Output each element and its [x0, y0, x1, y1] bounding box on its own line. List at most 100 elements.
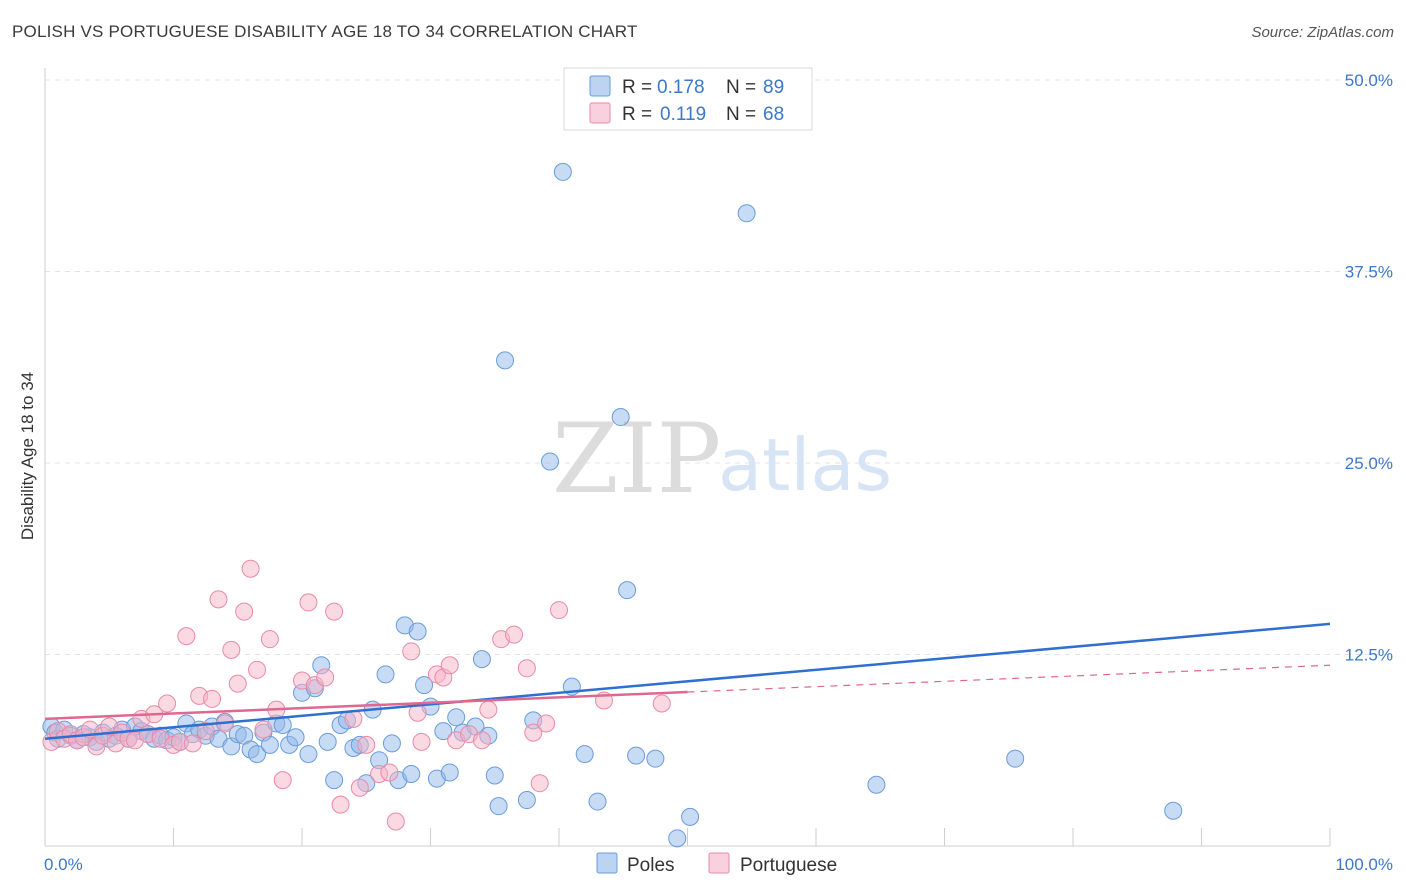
correlation-legend: R = 0.178 N = 89 R = 0.119 N = 68	[563, 67, 813, 131]
legend-r-label-poles: R =	[622, 77, 652, 98]
data-points	[42, 162, 1183, 848]
legend-swatch-poles	[589, 75, 611, 97]
legend-n-label-poles: N =	[726, 77, 756, 98]
point-poles-70	[489, 797, 508, 816]
point-poles-41	[299, 745, 318, 764]
y-tick-label-3: 50.0%	[1345, 71, 1393, 90]
point-portuguese-40	[316, 668, 335, 687]
trend-line-portuguese-extension	[687, 664, 1331, 693]
trend-line-portuguese	[44, 690, 688, 721]
point-portuguese-42	[331, 795, 350, 814]
point-poles-78	[588, 792, 607, 811]
legend-n-value-poles: 89	[763, 77, 784, 98]
point-portuguese-24	[196, 722, 215, 741]
point-poles-62	[434, 722, 453, 741]
point-portuguese-67	[652, 694, 671, 713]
point-portuguese-61	[517, 659, 536, 678]
point-poles-88	[1164, 801, 1183, 820]
x-tick-label-max: 100.0%	[1335, 855, 1393, 874]
point-poles-86	[867, 775, 886, 794]
point-poles-69	[485, 766, 504, 785]
point-poles-39	[286, 728, 305, 747]
point-poles-44	[318, 732, 337, 751]
point-portuguese-63	[530, 774, 549, 793]
legend-swatch-portuguese	[589, 102, 611, 124]
bottom-legend-label-poles: Poles	[627, 855, 675, 876]
y-tick-labels: 12.5% 25.0% 37.5% 50.0%	[1345, 71, 1393, 665]
point-portuguese-47	[380, 763, 399, 782]
point-portuguese-54	[440, 656, 459, 675]
legend-r-value-poles: 0.178	[657, 77, 705, 98]
point-poles-53	[376, 665, 395, 684]
x-tick-marks	[44, 828, 1331, 846]
point-poles-67	[472, 650, 491, 669]
point-poles-63	[440, 763, 459, 782]
point-poles-80	[618, 581, 637, 600]
source-label: Source: ZipAtlas.com	[1251, 24, 1394, 41]
point-poles-57	[402, 764, 421, 783]
point-portuguese-64	[537, 714, 556, 733]
watermark-zip: ZIP	[552, 403, 721, 515]
point-poles-35	[260, 735, 279, 754]
point-poles-54	[382, 734, 401, 753]
point-poles-64	[447, 708, 466, 727]
point-portuguese-18	[158, 694, 177, 713]
point-portuguese-57	[472, 731, 491, 750]
point-portuguese-29	[228, 674, 247, 693]
point-poles-77	[575, 745, 594, 764]
chart-title: POLISH VS PORTUGUESE DISABILITY AGE 18 T…	[12, 22, 638, 41]
point-poles-74	[541, 452, 560, 471]
point-portuguese-58	[479, 700, 498, 719]
point-portuguese-49	[402, 642, 421, 661]
point-poles-84	[681, 807, 700, 826]
watermark-atlas: atlas	[718, 423, 892, 507]
y-tick-label-0: 12.5%	[1345, 646, 1393, 665]
grid-lines	[45, 79, 1395, 655]
point-poles-81	[627, 746, 646, 765]
point-portuguese-44	[350, 778, 369, 797]
point-portuguese-26	[209, 590, 228, 609]
point-poles-82	[646, 749, 665, 768]
trend-line-poles	[44, 622, 1331, 741]
point-portuguese-22	[183, 734, 202, 753]
point-portuguese-32	[248, 660, 267, 679]
point-portuguese-21	[177, 627, 196, 646]
point-portuguese-51	[412, 732, 431, 751]
y-tick-label-2: 37.5%	[1345, 263, 1393, 282]
legend-n-value-portuguese: 68	[763, 104, 784, 125]
point-portuguese-65	[550, 601, 568, 620]
legend-r-label-portuguese: R =	[622, 104, 652, 125]
point-portuguese-36	[273, 771, 292, 790]
bottom-legend-swatch-poles	[596, 852, 618, 874]
point-portuguese-45	[357, 735, 376, 754]
legend-n-label-portuguese: N =	[726, 104, 756, 125]
point-portuguese-33	[254, 720, 273, 739]
point-portuguese-25	[203, 689, 222, 708]
trend-lines	[44, 622, 1331, 741]
point-portuguese-60	[505, 625, 524, 644]
point-portuguese-34	[260, 630, 279, 649]
point-poles-59	[415, 676, 434, 695]
point-poles-71	[496, 351, 515, 370]
point-poles-83	[668, 829, 687, 848]
point-portuguese-28	[222, 640, 241, 659]
point-portuguese-62	[524, 723, 543, 742]
point-poles-75	[553, 162, 572, 181]
x-tick-label-min: 0.0%	[44, 855, 83, 874]
point-portuguese-30	[235, 602, 254, 621]
point-poles-79	[611, 408, 630, 427]
point-portuguese-48	[386, 812, 405, 831]
y-tick-label-1: 25.0%	[1345, 454, 1393, 473]
point-poles-33	[248, 745, 267, 764]
point-poles-85	[737, 204, 756, 223]
bottom-legend-swatch-portuguese	[708, 852, 730, 874]
point-portuguese-31	[241, 559, 260, 578]
point-portuguese-38	[299, 593, 318, 612]
point-poles-87	[1006, 749, 1025, 768]
legend-r-value-portuguese: 0.119	[660, 104, 706, 125]
point-portuguese-41	[325, 602, 344, 621]
point-poles-72	[517, 791, 536, 810]
y-axis-label: Disability Age 18 to 34	[18, 372, 37, 540]
point-poles-58	[408, 622, 427, 641]
